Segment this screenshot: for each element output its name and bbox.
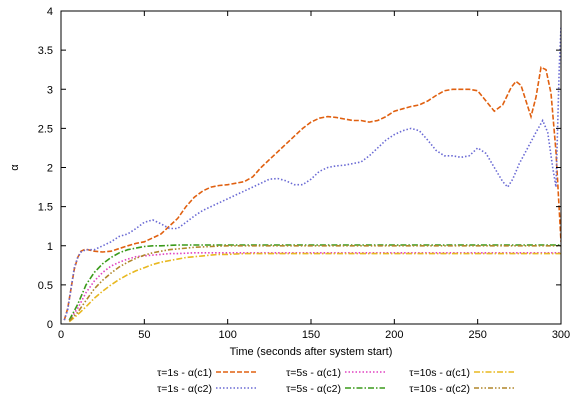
x-tick-label: 100 xyxy=(218,329,236,341)
x-tick-label: 50 xyxy=(138,329,150,341)
y-tick-label: 2 xyxy=(47,163,53,175)
y-tick-label: 0.5 xyxy=(38,280,53,292)
x-tick-label: 150 xyxy=(302,329,320,341)
y-tick-label: 3.5 xyxy=(38,45,53,57)
axis-ticks: 0 50 100 150 200 250 300 0 0.5 1 1.5 2 2.5 3 3.5 4 xyxy=(38,6,570,341)
legend-label: τ=5s - α(c2) xyxy=(286,383,341,395)
x-tick-label: 200 xyxy=(385,329,403,341)
x-tick-label: 0 xyxy=(58,329,64,341)
x-axis-label: Time (seconds after system start) xyxy=(230,346,393,358)
legend: τ=1s - α(c1) τ=5s - α(c1) τ=10s - α(c1) τ=1… xyxy=(157,367,514,395)
y-tick-label: 1 xyxy=(47,241,53,253)
plot-area xyxy=(63,26,561,323)
legend-label: τ=5s - α(c1) xyxy=(286,367,341,379)
y-axis-label: α xyxy=(9,164,21,171)
y-tick-label: 2.5 xyxy=(38,123,53,135)
legend-label: τ=1s - α(c2) xyxy=(157,383,212,395)
series-line-5 xyxy=(68,252,561,323)
x-tick-label: 250 xyxy=(468,329,486,341)
series-line-1 xyxy=(63,66,561,321)
legend-label: τ=1s - α(c1) xyxy=(157,367,212,379)
series-line-6 xyxy=(68,245,561,322)
plot-frame xyxy=(60,10,562,325)
legend-label: τ=10s - α(c1) xyxy=(409,367,470,379)
x-tick-label: 300 xyxy=(552,329,570,341)
y-tick-label: 0 xyxy=(47,319,53,331)
y-tick-label: 1.5 xyxy=(38,202,53,214)
legend-label: τ=10s - α(c2) xyxy=(409,383,470,395)
series-line-2 xyxy=(63,26,561,321)
series-line-3 xyxy=(68,252,561,321)
y-tick-label: 3 xyxy=(47,84,53,96)
y-tick-label: 4 xyxy=(47,6,53,18)
